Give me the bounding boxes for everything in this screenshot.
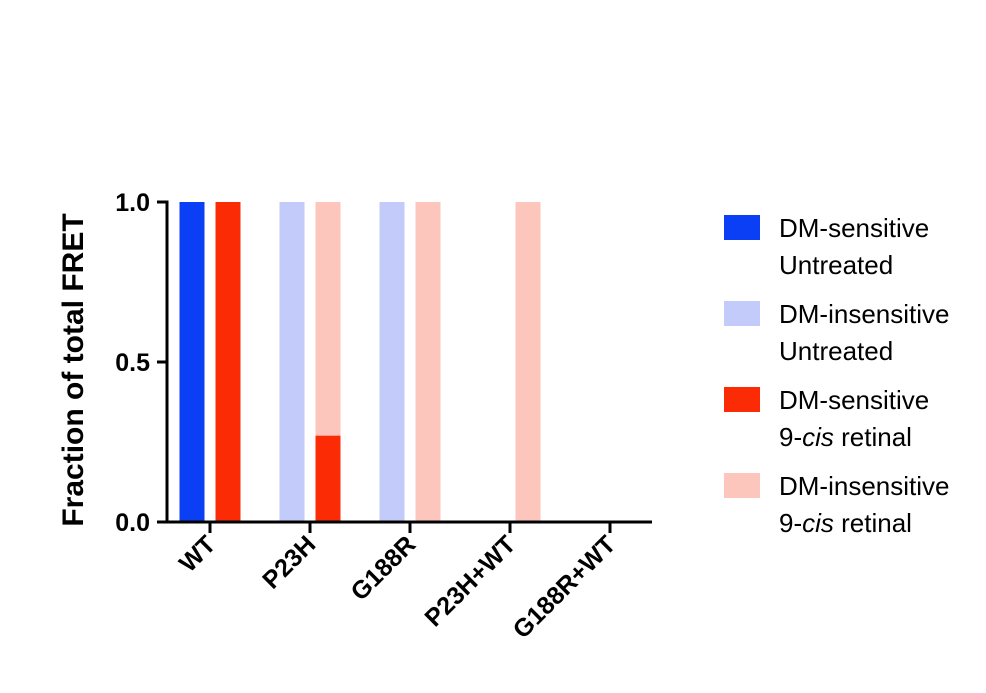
x-tick-label-wt: WT [174,530,221,577]
legend-label-line2: Untreated [779,250,893,280]
legend-label-line2: Untreated [779,336,893,366]
x-tick-label-p23h: P23H [257,530,321,594]
x-tick-label-p23h-wt: P23H+WT [419,530,521,632]
legend-label-suffix: Untreated [779,336,893,366]
bar-g188r-dm-insensitive-9-cis-retinal [415,202,441,522]
legend-label-italic: cis [802,508,834,538]
legend-label-suffix: Untreated [779,250,893,280]
legend-label-line1: DM-sensitive [779,385,929,415]
legend-swatch-dm-insensitive-untreated [724,301,760,326]
legend-label-line1: DM-sensitive [779,213,929,243]
bar-wt-dm-sensitive-untreated [179,202,205,522]
y-axis-label: Fraction of total FRET [57,213,90,526]
legend: DM-sensitive Untreated DM-insensitive Untre… [724,213,950,538]
bar-p23h-dm-insensitive-9-cis-retinal [315,202,341,436]
bar-p23h-wt-dm-insensitive-9-cis-retinal [515,202,541,522]
bar-p23h-dm-sensitive-9-cis-retinal [315,435,341,522]
legend-label-prefix: 9- [779,422,802,452]
legend-label-line2: 9-cis retinal [779,422,912,452]
legend-label-suffix: retinal [834,508,912,538]
bar-wt-dm-sensitive-9-cis-retinal [215,202,241,522]
legend-label-line2: 9-cis retinal [779,508,912,538]
legend-label-suffix: retinal [834,422,912,452]
y-tick-label: 1.0 [115,189,150,217]
x-tick-label-g188r: G188R [345,530,421,606]
legend-swatch-dm-insensitive-9-cis-retinal [724,473,760,498]
legend-label-line1: DM-insensitive [779,471,950,501]
y-tick-label: 0.0 [115,509,150,537]
bar-g188r-dm-insensitive-untreated [379,202,405,522]
legend-label-line1: DM-insensitive [779,299,950,329]
legend-swatch-dm-sensitive-untreated [724,215,760,240]
bars-group [179,202,541,522]
bar-p23h-dm-insensitive-untreated [279,202,305,522]
y-tick-label: 0.5 [115,349,150,377]
y-ticks-group: 0.0 0.5 1.0 [115,189,167,537]
x-tick-label-g188r-wt: G188R+WT [508,530,622,644]
legend-label-prefix: 9- [779,508,802,538]
legend-label-italic: cis [802,422,834,452]
legend-swatch-dm-sensitive-9-cis-retinal [724,387,760,412]
